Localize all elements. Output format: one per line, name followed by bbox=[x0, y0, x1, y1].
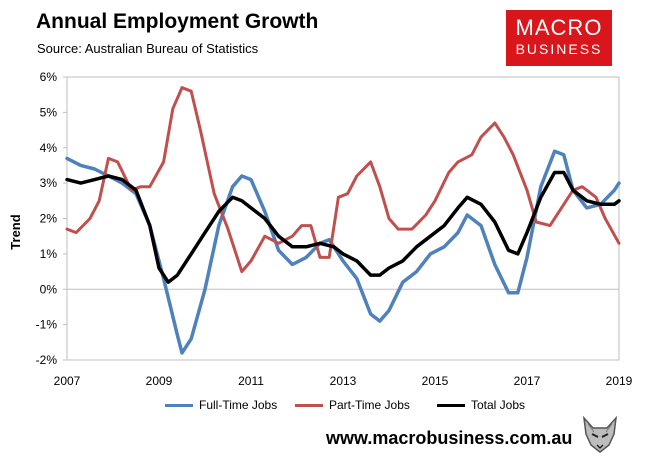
x-tick-label: 2015 bbox=[422, 374, 449, 388]
fox-mascot-icon bbox=[578, 412, 622, 456]
y-tick-label: -2% bbox=[36, 353, 58, 367]
legend-label-total: Total Jobs bbox=[471, 398, 526, 412]
logo-line-2: BUSINESS bbox=[515, 41, 603, 57]
chart-title: Annual Employment Growth bbox=[36, 10, 319, 33]
y-tick-label: 0% bbox=[40, 282, 58, 296]
y-tick-label: 4% bbox=[40, 141, 58, 155]
legend-swatch-total bbox=[437, 404, 465, 408]
macrobusiness-logo: MACRO BUSINESS bbox=[506, 10, 612, 66]
x-tick-label: 2007 bbox=[54, 374, 81, 388]
logo-line-1: MACRO bbox=[515, 15, 603, 40]
y-tick-label: 6% bbox=[40, 70, 58, 84]
legend-swatch-part-time bbox=[295, 404, 323, 408]
legend-swatch-full-time bbox=[165, 404, 193, 408]
y-tick-label: 3% bbox=[40, 176, 58, 190]
legend-item-part-time: Part-Time Jobs bbox=[295, 398, 410, 412]
y-tick-label: 1% bbox=[40, 247, 58, 261]
x-tick-label: 2009 bbox=[146, 374, 173, 388]
series-line-total bbox=[65, 170, 621, 284]
series-line-part-time bbox=[65, 86, 621, 274]
legend-label-full-time: Full-Time Jobs bbox=[199, 398, 278, 412]
legend-label-part-time: Part-Time Jobs bbox=[329, 398, 410, 412]
legend-item-full-time: Full-Time Jobs bbox=[165, 398, 277, 412]
legend-item-total: Total Jobs bbox=[437, 398, 525, 412]
y-tick-label: 2% bbox=[40, 212, 58, 226]
series-line-full-time bbox=[65, 149, 621, 355]
x-tick-label: 2011 bbox=[238, 374, 264, 388]
website-url: www.macrobusiness.com.au bbox=[326, 428, 573, 448]
x-tick-label: 2017 bbox=[514, 374, 541, 388]
chart-source: Source: Australian Bureau of Statistics bbox=[37, 41, 259, 56]
x-tick-label: 2019 bbox=[606, 374, 633, 388]
chart-legend: Full-Time Jobs Part-Time Jobs Total Jobs bbox=[0, 398, 652, 416]
y-tick-label: -1% bbox=[36, 318, 58, 332]
y-tick-label: 5% bbox=[40, 105, 58, 119]
x-tick-label: 2013 bbox=[330, 374, 357, 388]
y-axis-label: Trend bbox=[8, 214, 23, 249]
employment-growth-chart: -2% -1% 0% 1% 2% 3% 4% 5% 6% 2007 2009 2011 2013 2015… bbox=[8, 70, 633, 388]
